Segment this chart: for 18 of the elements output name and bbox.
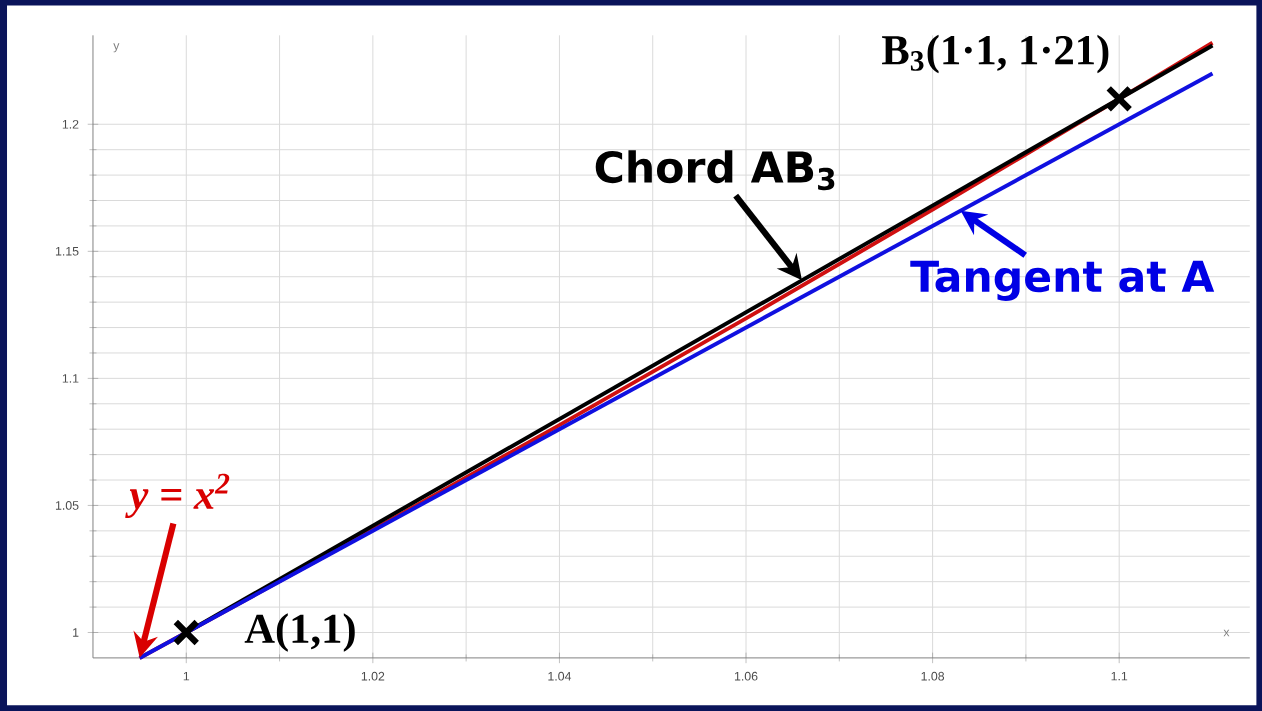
x-tick-label: 1.1 xyxy=(1111,671,1128,681)
annotation: A(1,1) xyxy=(244,613,355,652)
y-axis-title: y xyxy=(113,43,120,53)
y-tick-label: 1.2 xyxy=(62,119,79,129)
y-tick-label: 1.1 xyxy=(62,374,79,383)
y-tick-label: 1.15 xyxy=(55,247,79,256)
x-tick-label: 1.08 xyxy=(921,671,945,681)
y-tick-label: 1 xyxy=(73,628,79,637)
annotation: Chord AB$_{3}$ xyxy=(595,150,835,191)
annotation: B$_{3}$(1·1, 1·21) xyxy=(882,34,1109,74)
annotation: y = x$^{2}$ xyxy=(125,473,230,519)
y-tick-label: 1.05 xyxy=(55,501,79,510)
x-tick-label: 1.02 xyxy=(361,671,385,681)
annotation: Tangent at A xyxy=(910,260,1215,301)
x-tick-label: 1.06 xyxy=(734,671,758,681)
x-tick-label: 1.04 xyxy=(548,671,572,681)
x-axis-title: x xyxy=(1223,629,1230,637)
x-tick-label: 1 xyxy=(183,671,190,681)
